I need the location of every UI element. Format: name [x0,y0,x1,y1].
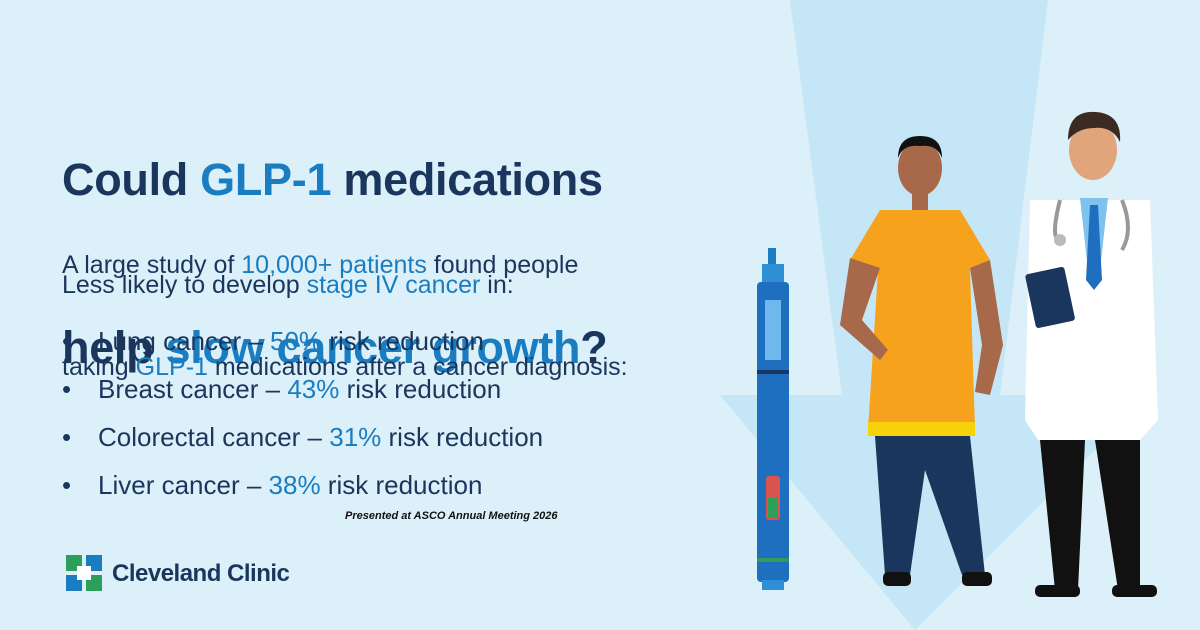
intro: A large study of 10,000+ patients found … [62,180,628,418]
finding-item: • Liver cancer – 38% risk reduction [62,466,543,514]
findings-list: • Lung cancer – 50% risk reduction • Breast… [62,322,543,514]
intro-highlight: GLP-1 [135,353,208,381]
logo-icon [66,555,102,591]
headline-text: medications [331,154,603,205]
finding-value: 31% [329,422,382,452]
injection-pen [757,248,789,590]
logo-text: Cleveland Clinic [112,560,290,587]
finding-value: 50% [270,326,323,356]
finding-value: 38% [268,470,321,500]
headline-text: ? [580,322,608,373]
citation: Presented at ASCO Annual Meeting 2026 [345,510,558,522]
headline-highlight: GLP-1 [200,154,332,205]
patient-figure [840,136,1003,586]
headline: Could GLP-1 medications help slow cancer… [62,40,608,432]
finding-item: • Breast cancer – 43% risk reduction [62,370,543,418]
finding-text: Breast cancer – [98,374,288,404]
finding-text: risk reduction [322,326,484,356]
subhead-text: Less likely to develop [62,271,307,299]
finding-value: 43% [287,374,340,404]
bullet: • [62,470,72,500]
bullet: • [62,326,72,356]
finding-text: risk reduction [339,374,502,404]
intro-highlight: 10,000+ patients [241,251,427,279]
headline-text: Could [62,154,201,205]
intro-text: medications after a cancer diagnosis: [207,353,628,381]
finding-text: Colorectal cancer – [98,422,330,452]
subhead-highlight: stage IV cancer [306,271,481,299]
intro-text: found people [426,251,579,279]
bullet: • [62,422,72,452]
finding-text: Liver cancer – [98,470,269,500]
finding-item: • Lung cancer – 50% risk reduction [62,322,543,370]
headline-text: help [62,322,166,373]
headline-highlight: slow cancer growth [165,322,581,373]
finding-text: risk reduction [381,422,544,452]
doctor-figure [1025,111,1158,597]
finding-text: risk reduction [320,470,483,500]
finding-text: Lung cancer – [98,326,271,356]
finding-item: • Colorectal cancer – 31% risk reduction [62,418,543,466]
intro-text: A large study of [62,251,242,279]
subhead: Less likely to develop stage IV cancer i… [62,271,514,300]
intro-text: taking [62,353,136,381]
bullet: • [62,374,72,404]
subhead-text: in: [480,271,514,299]
